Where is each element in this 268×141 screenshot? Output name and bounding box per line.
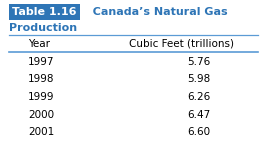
Text: 2001: 2001 — [28, 127, 54, 137]
Text: 2000: 2000 — [28, 110, 54, 120]
Text: Year: Year — [28, 38, 50, 49]
Text: 1998: 1998 — [28, 74, 54, 84]
Text: 6.60: 6.60 — [187, 127, 210, 137]
Text: 5.76: 5.76 — [187, 57, 210, 67]
Text: 1997: 1997 — [28, 57, 54, 67]
Text: Cubic Feet (trillions): Cubic Feet (trillions) — [129, 38, 233, 49]
Text: Production: Production — [9, 23, 77, 33]
FancyBboxPatch shape — [9, 4, 80, 20]
Text: Table 1.16: Table 1.16 — [12, 7, 77, 17]
Text: Canada’s Natural Gas: Canada’s Natural Gas — [85, 7, 228, 17]
Text: 5.98: 5.98 — [187, 74, 210, 84]
Text: 6.26: 6.26 — [187, 92, 210, 102]
Text: 1999: 1999 — [28, 92, 54, 102]
Text: 6.47: 6.47 — [187, 110, 210, 120]
